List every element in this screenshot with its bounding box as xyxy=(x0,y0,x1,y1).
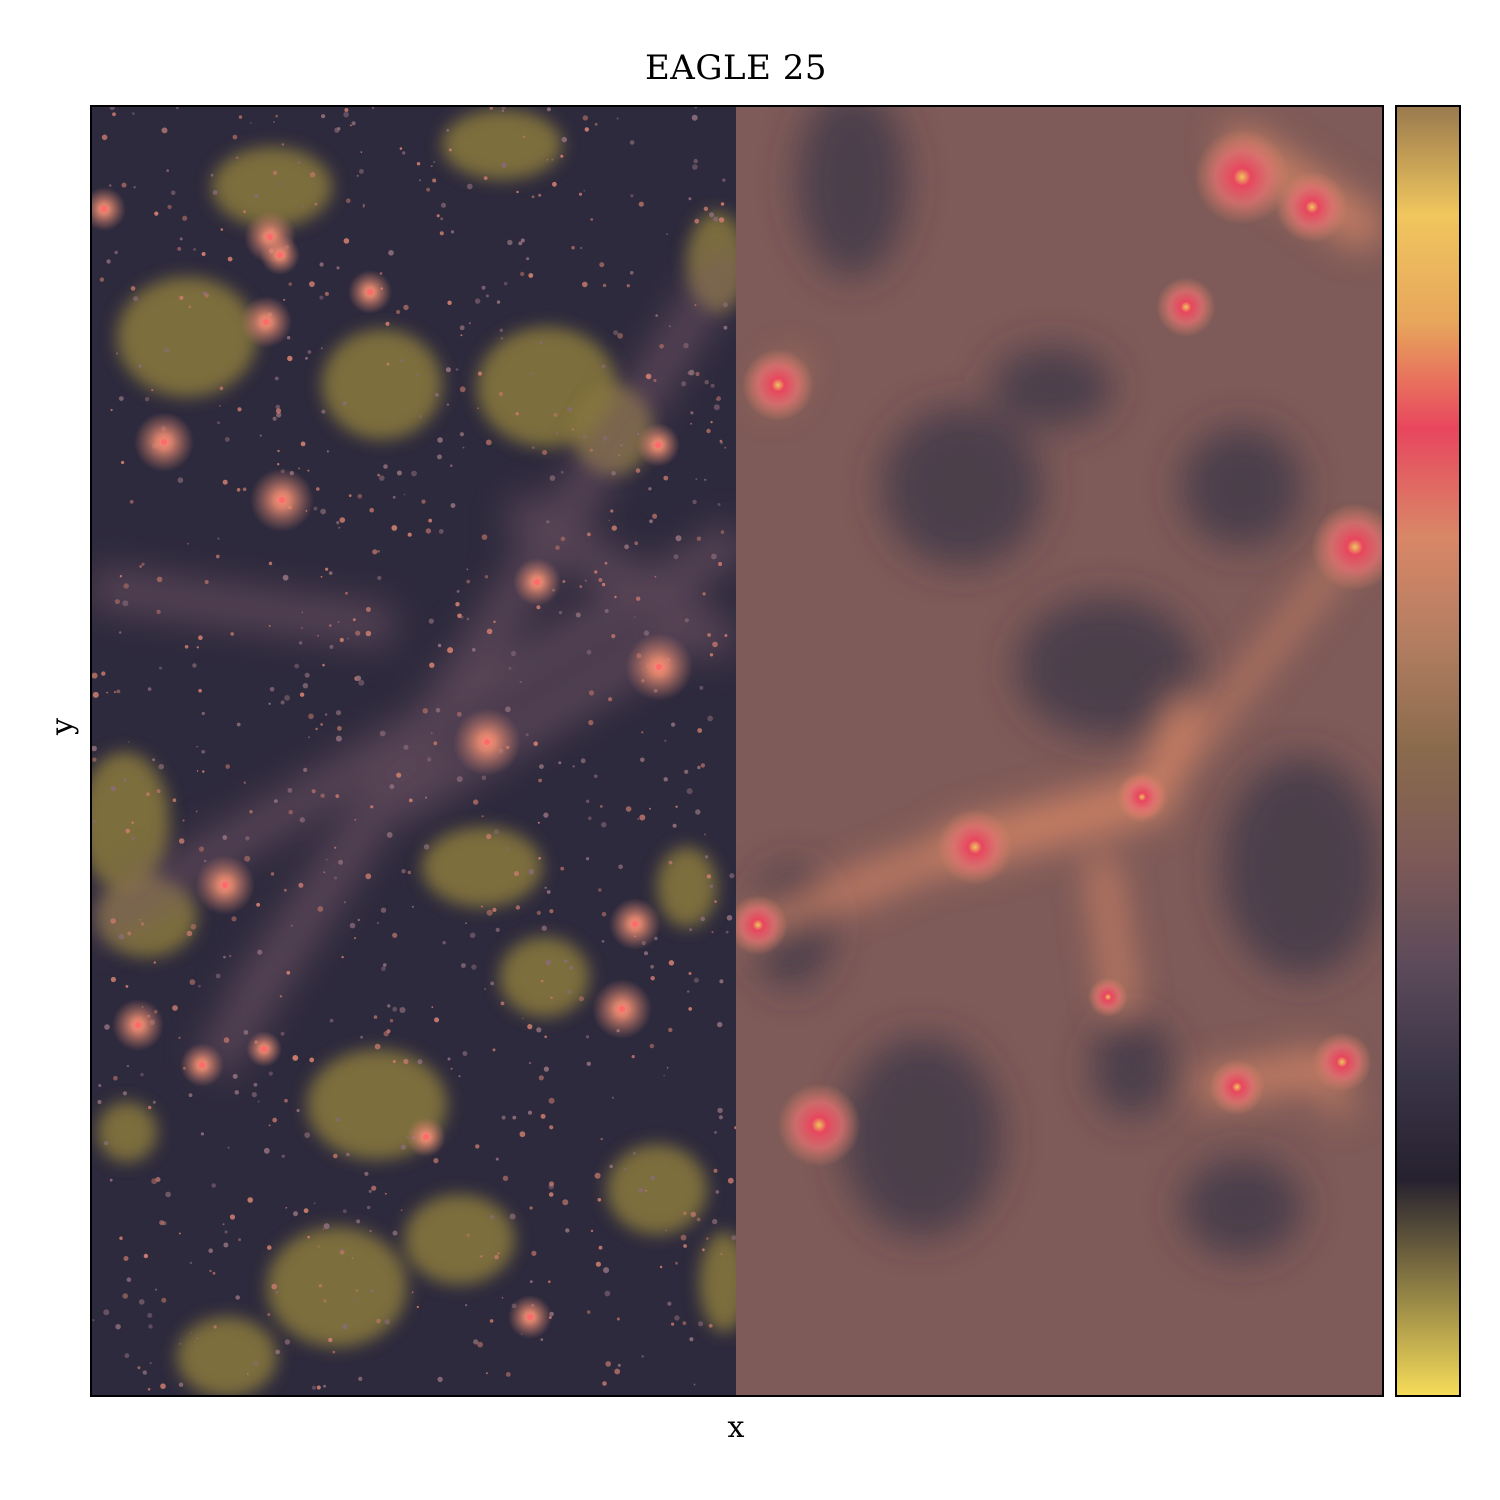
density-map xyxy=(92,107,1382,1395)
colorbar xyxy=(1395,105,1461,1397)
right-half-map xyxy=(736,107,1382,1395)
density-map-panel xyxy=(90,105,1384,1397)
x-axis-label: x xyxy=(727,1410,745,1445)
figure-title: EAGLE 25 xyxy=(644,48,827,88)
y-axis-label: y xyxy=(45,718,80,735)
left-half-map xyxy=(92,107,736,1395)
colorbar-gradient xyxy=(1397,107,1459,1395)
